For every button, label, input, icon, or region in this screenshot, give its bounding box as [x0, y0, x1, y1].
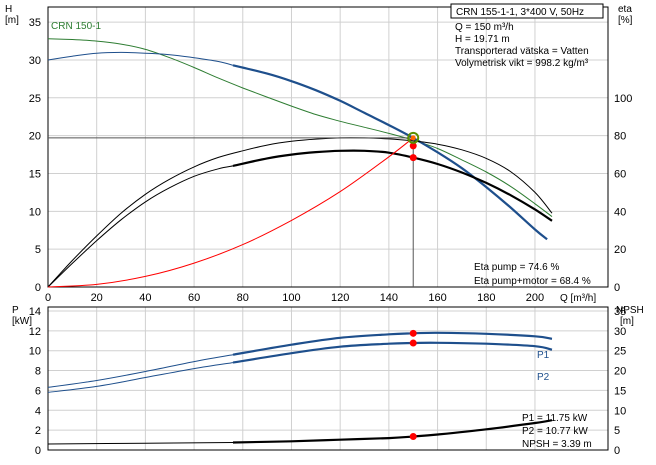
x-tick-label: 180	[477, 292, 495, 304]
info-line-q: Q = 150 m³/h	[455, 22, 514, 33]
npsh-value-label: NPSH = 3.39 m	[522, 439, 592, 450]
top-series	[47, 38, 553, 288]
chart-title: CRN 155-1-1, 3*400 V, 50Hz	[456, 7, 584, 18]
info-line-liquid: Transporterad vätska = Vatten	[455, 46, 589, 57]
power-tick-label: 14	[29, 306, 41, 318]
npsh-tick-label: 15	[614, 385, 626, 397]
curve-label: CRN 150-1	[51, 21, 101, 32]
power-tick-label: 0	[35, 445, 41, 457]
head-axis-unit: [m]	[5, 15, 19, 26]
info-line-h: H = 19.71 m	[455, 34, 510, 45]
x-tick-label: 160	[428, 292, 446, 304]
p1-curve-label: P1	[537, 350, 550, 361]
info-title-box	[450, 3, 604, 19]
head-axis-label: H	[5, 4, 12, 15]
head-tick-label: 5	[35, 244, 41, 256]
flow-axis-label: Q [m³/h]	[560, 293, 596, 304]
bottom-series-line-2	[47, 362, 234, 393]
eta-tick-label: 20	[614, 244, 626, 256]
bottom-duty-point-2	[409, 433, 417, 441]
npsh-tick-label: 10	[614, 405, 626, 417]
top-series-line-1	[47, 51, 234, 66]
duty-eta-pump-point	[409, 142, 417, 150]
duty-point-center	[410, 135, 416, 141]
eta-axis-label: eta	[618, 4, 632, 15]
top-series-line-5	[232, 149, 553, 222]
bottom-duty-marks	[409, 329, 417, 441]
bottom-grid	[47, 307, 608, 451]
x-tick-label: 40	[139, 292, 151, 304]
head-tick-label: 0	[35, 282, 41, 294]
x-tick-label: 120	[331, 292, 349, 304]
bottom-series-line-4	[47, 442, 234, 445]
p2-curve-label: P2	[537, 372, 550, 383]
x-tick-label: 100	[282, 292, 300, 304]
head-tick-label: 25	[29, 93, 41, 105]
x-tick-label: 0	[45, 292, 51, 304]
npsh-axis-unit: [m]	[620, 316, 634, 327]
x-tick-label: 80	[237, 292, 249, 304]
info-line-density: Volymetrisk vikt = 998.2 kg/m³	[455, 58, 589, 69]
npsh-tick-label: 30	[614, 326, 626, 338]
npsh-tick-label: 5	[614, 425, 620, 437]
npsh-tick-label: 35	[614, 306, 626, 318]
bottom-plot-frame	[47, 306, 609, 451]
top-series-line-3	[47, 137, 553, 288]
top-series-line-2	[232, 64, 548, 241]
power-tick-label: 2	[35, 425, 41, 437]
x-tick-label: 200	[526, 292, 544, 304]
eta-tick-label: 0	[614, 282, 620, 294]
bottom-ticks: 0 2 4 6 8 10 12 14 0 5 10 15 20 25 30 35	[29, 306, 627, 457]
power-tick-label: 10	[29, 346, 41, 358]
eta-pump-motor-label: Eta pump+motor = 68.4 %	[474, 276, 591, 287]
p2-value-label: P2 = 10.77 kW	[522, 426, 588, 437]
info-box: CRN 155-1-1, 3*400 V, 50Hz Q = 150 m³/h …	[450, 3, 604, 69]
duty-eta-motor-point	[409, 154, 417, 162]
power-tick-label: 12	[29, 326, 41, 338]
bottom-duty-point-0	[409, 329, 417, 337]
eta-tick-label: 100	[614, 93, 632, 105]
top-series-line-0	[47, 38, 553, 217]
head-tick-label: 30	[29, 55, 41, 67]
top-plot-frame	[47, 6, 609, 288]
x-tick-label: 60	[188, 292, 200, 304]
power-axis-label: P	[12, 305, 19, 316]
eta-tick-label: 40	[614, 206, 626, 218]
power-axis-unit: [kW]	[12, 316, 32, 327]
npsh-tick-label: 20	[614, 366, 626, 378]
eta-tick-label: 80	[614, 131, 626, 143]
eta-pump-label: Eta pump = 74.6 %	[474, 262, 559, 273]
x-tick-label: 20	[91, 292, 103, 304]
npsh-tick-label: 0	[614, 445, 620, 457]
duty-point-ring	[407, 131, 420, 144]
bottom-duty-point-1	[409, 339, 417, 347]
x-tick-label: 140	[380, 292, 398, 304]
npsh-tick-label: 25	[614, 346, 626, 358]
top-duty-marks	[48, 131, 420, 287]
npsh-axis-label: NPSH	[616, 305, 644, 316]
head-tick-label: 20	[29, 131, 41, 143]
power-tick-label: 4	[35, 405, 41, 417]
head-tick-label: 35	[29, 17, 41, 29]
eta-tick-label: 60	[614, 168, 626, 180]
head-tick-label: 10	[29, 206, 41, 218]
top-ticks: 0 20 40 60 80 100 120 140 160 180 2000510152025303…	[29, 17, 633, 304]
power-tick-label: 8	[35, 366, 41, 378]
power-tick-label: 6	[35, 385, 41, 397]
top-series-line-4	[47, 165, 234, 288]
top-series-line-6	[47, 137, 414, 288]
p1-value-label: P1 = 11.75 kW	[522, 413, 588, 424]
eta-axis-unit: [%]	[618, 15, 633, 26]
bottom-series-line-0	[47, 354, 234, 388]
head-tick-label: 15	[29, 168, 41, 180]
